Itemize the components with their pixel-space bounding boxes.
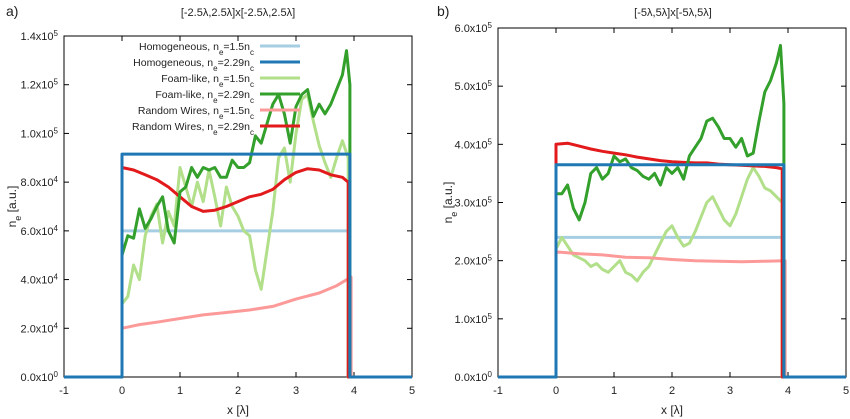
series-line-random-wires-ne-2-29nc bbox=[64, 166, 412, 379]
x-tick-label: 2 bbox=[669, 385, 675, 397]
y-tick-label: 6.0x105 bbox=[455, 21, 493, 36]
panel-a-title: [-2.5λ,2.5λ]x[-2.5λ,2.5λ] bbox=[181, 7, 295, 19]
y-tick-label: 3.0x105 bbox=[455, 195, 493, 210]
panel-a-label: a) bbox=[6, 3, 18, 19]
legend-label: Foam-like, ne=2.29nc bbox=[155, 89, 254, 105]
y-tick-label: 1.4x105 bbox=[21, 29, 59, 44]
y-tick-label: 1.2x105 bbox=[21, 77, 59, 92]
x-axis-label: x [λ] bbox=[661, 403, 683, 417]
plot-b: -1 0 1 2 3 4 5 0.0x100 1.0x105 2.0x105 3.0x105 4.0x… bbox=[441, 21, 849, 418]
series-line-homogeneous-ne-2-29nc bbox=[498, 163, 846, 379]
y-axis-label: ne [a.u.] bbox=[5, 186, 23, 228]
x-tick-label: 1 bbox=[611, 385, 617, 397]
y-tick-label: 8.0x104 bbox=[21, 175, 59, 190]
y-tick-label: 4.0x105 bbox=[455, 137, 493, 152]
y-tick-label: 0.0x100 bbox=[455, 370, 493, 385]
x-tick-label: 3 bbox=[727, 385, 733, 397]
y-tick-label: 0.0x100 bbox=[21, 370, 59, 385]
legend-label: Homogeneous, ne=1.5nc bbox=[139, 41, 254, 57]
series-line-random-wires-ne-2-29nc bbox=[498, 141, 846, 379]
y-tick-label: 2.0x105 bbox=[455, 253, 493, 268]
panel-b: b) [-5λ,5λ]x[-5λ,5λ] -1 0 1 2 3 4 5 0.0x100 1.0x… bbox=[437, 3, 849, 417]
x-tick-label: -1 bbox=[59, 385, 69, 397]
series-line-homogeneous-ne-1-5nc bbox=[64, 229, 412, 379]
y-tick-label: 1.0x105 bbox=[21, 126, 59, 141]
x-tick-label: 3 bbox=[293, 385, 299, 397]
series-line-foam-like-ne-1-5nc bbox=[498, 166, 846, 379]
panel-b-label: b) bbox=[437, 3, 449, 19]
x-tick-label: 4 bbox=[351, 385, 357, 397]
series-line-homogeneous-ne-2-29nc bbox=[64, 152, 412, 379]
legend-label: Random Wires, ne=2.29nc bbox=[132, 121, 254, 137]
y-tick-label: 5.0x105 bbox=[455, 79, 493, 94]
x-tick-label: 5 bbox=[409, 385, 415, 397]
series-line-random-wires-ne-1-5nc bbox=[64, 275, 412, 379]
x-tick-label: 5 bbox=[843, 385, 849, 397]
plot-frame-a bbox=[63, 35, 413, 378]
x-tick-label: 4 bbox=[785, 385, 791, 397]
series-line-random-wires-ne-1-5nc bbox=[498, 250, 846, 379]
series-line-foam-like-ne-2-29nc bbox=[498, 43, 846, 379]
panel-b-title: [-5λ,5λ]x[-5λ,5λ] bbox=[634, 7, 712, 19]
legend-label: Homogeneous, ne=2.29nc bbox=[133, 57, 254, 73]
x-tick-label: 2 bbox=[235, 385, 241, 397]
x-tick-label: 0 bbox=[119, 385, 125, 397]
panel-a: a) [-2.5λ,2.5λ]x[-2.5λ,2.5λ] -1 0 1 2 3 4 5 0.0… bbox=[5, 3, 415, 417]
x-axis-label: x [λ] bbox=[227, 403, 249, 417]
y-tick-label: 2.0x104 bbox=[21, 321, 59, 336]
plot-a: -1 0 1 2 3 4 5 0.0x100 2.0x104 4.0x104 6.0x104 8.0x… bbox=[5, 29, 415, 418]
legend-label: Random Wires, ne=1.5nc bbox=[138, 105, 254, 121]
x-tick-label: 0 bbox=[553, 385, 559, 397]
y-tick-label: 6.0x104 bbox=[21, 223, 59, 238]
legend-label: Foam-like, ne=1.5nc bbox=[161, 73, 254, 89]
y-tick-label: 1.0x105 bbox=[455, 311, 493, 326]
x-tick-label: -1 bbox=[493, 385, 503, 397]
y-tick-label: 4.0x104 bbox=[21, 272, 59, 287]
series-line-foam-like-ne-1-5nc bbox=[64, 93, 412, 379]
y-axis-label: ne [a.u.] bbox=[441, 182, 459, 224]
plot-frame-b bbox=[497, 27, 847, 378]
x-tick-label: 1 bbox=[177, 385, 183, 397]
series-line-foam-like-ne-2-29nc bbox=[64, 49, 412, 379]
